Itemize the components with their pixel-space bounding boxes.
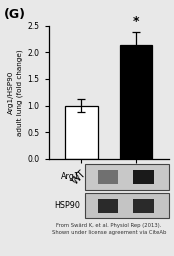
Text: (G): (G) [3, 8, 25, 21]
Bar [85, 164, 169, 190]
Bar [65, 106, 98, 159]
Bar [133, 169, 154, 184]
Bar [98, 199, 118, 212]
Text: HSP90: HSP90 [54, 201, 80, 210]
Text: From Swärd K, et al. Physiol Rep (2013).
Shown under license agreement via CiteA: From Swärd K, et al. Physiol Rep (2013).… [52, 223, 166, 235]
Bar [120, 45, 152, 159]
Text: *: * [133, 15, 139, 28]
Bar [133, 199, 154, 212]
Bar [98, 169, 118, 184]
Y-axis label: Arg1/HSP90
adult lung (fold change): Arg1/HSP90 adult lung (fold change) [8, 49, 23, 136]
Bar [85, 193, 169, 218]
Text: Arg1: Arg1 [61, 172, 80, 181]
